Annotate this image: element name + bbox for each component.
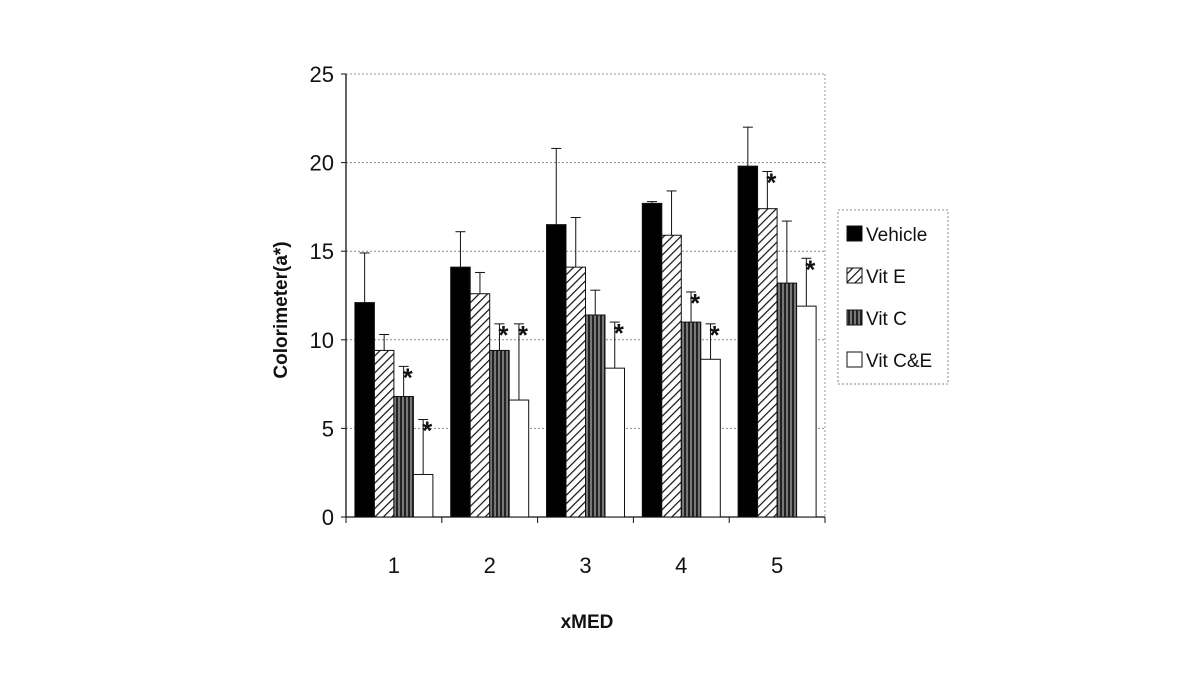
bar (585, 314, 606, 518)
legend-swatch (846, 267, 863, 284)
y-tick-label: 10 (310, 328, 334, 353)
significance-marker: * (805, 254, 816, 284)
y-tick-label: 25 (310, 62, 334, 87)
bar (373, 349, 395, 518)
legend-label: Vehicle (866, 225, 927, 246)
x-axis-title: xMED (561, 612, 614, 633)
bar (604, 367, 625, 518)
legend-swatch (846, 309, 863, 326)
bar (546, 224, 567, 518)
x-tick-label: 4 (675, 553, 687, 578)
bar (796, 305, 817, 518)
legend-swatch (846, 351, 863, 368)
legend: Vehicle Vit E Vit C Vit C&E (837, 209, 949, 385)
bar (354, 302, 375, 518)
x-tick-label: 5 (771, 553, 783, 578)
significance-marker: * (518, 320, 529, 350)
y-axis-title: Colorimeter(a*) (271, 241, 292, 378)
bar (700, 358, 721, 518)
legend-label: Vit E (866, 267, 906, 288)
significance-marker: * (498, 320, 509, 350)
legend-swatch (846, 225, 863, 242)
bar (450, 266, 471, 518)
bar (412, 473, 434, 518)
bar (680, 321, 702, 518)
bar (489, 349, 510, 518)
significance-marker: * (709, 320, 720, 350)
y-tick-label: 15 (310, 239, 334, 264)
bar (757, 208, 778, 518)
bar (393, 396, 414, 518)
bar (661, 234, 682, 518)
legend-label: Vit C (866, 309, 907, 330)
y-tick-label: 0 (322, 505, 334, 530)
y-tick-label: 20 (310, 151, 334, 176)
significance-marker: * (690, 288, 701, 318)
bars: * * * * * * * * * (354, 126, 817, 518)
significance-marker: * (766, 167, 777, 197)
x-tick-label: 1 (388, 553, 400, 578)
x-tick-label: 2 (484, 553, 496, 578)
legend-label: Vit C&E (866, 351, 932, 372)
bar (641, 202, 663, 518)
bar (737, 165, 759, 518)
bar (508, 399, 530, 518)
significance-marker: * (614, 318, 625, 348)
bar (565, 266, 586, 518)
y-tick-label: 5 (322, 416, 334, 441)
significance-marker: * (403, 362, 414, 392)
bar (469, 293, 491, 518)
significance-marker: * (422, 416, 433, 446)
plot-area (346, 73, 826, 517)
x-tick-label: 3 (579, 553, 591, 578)
axis-labels: 0 5 10 15 20 25 1 2 3 4 5 (310, 62, 784, 578)
bar (776, 282, 798, 518)
